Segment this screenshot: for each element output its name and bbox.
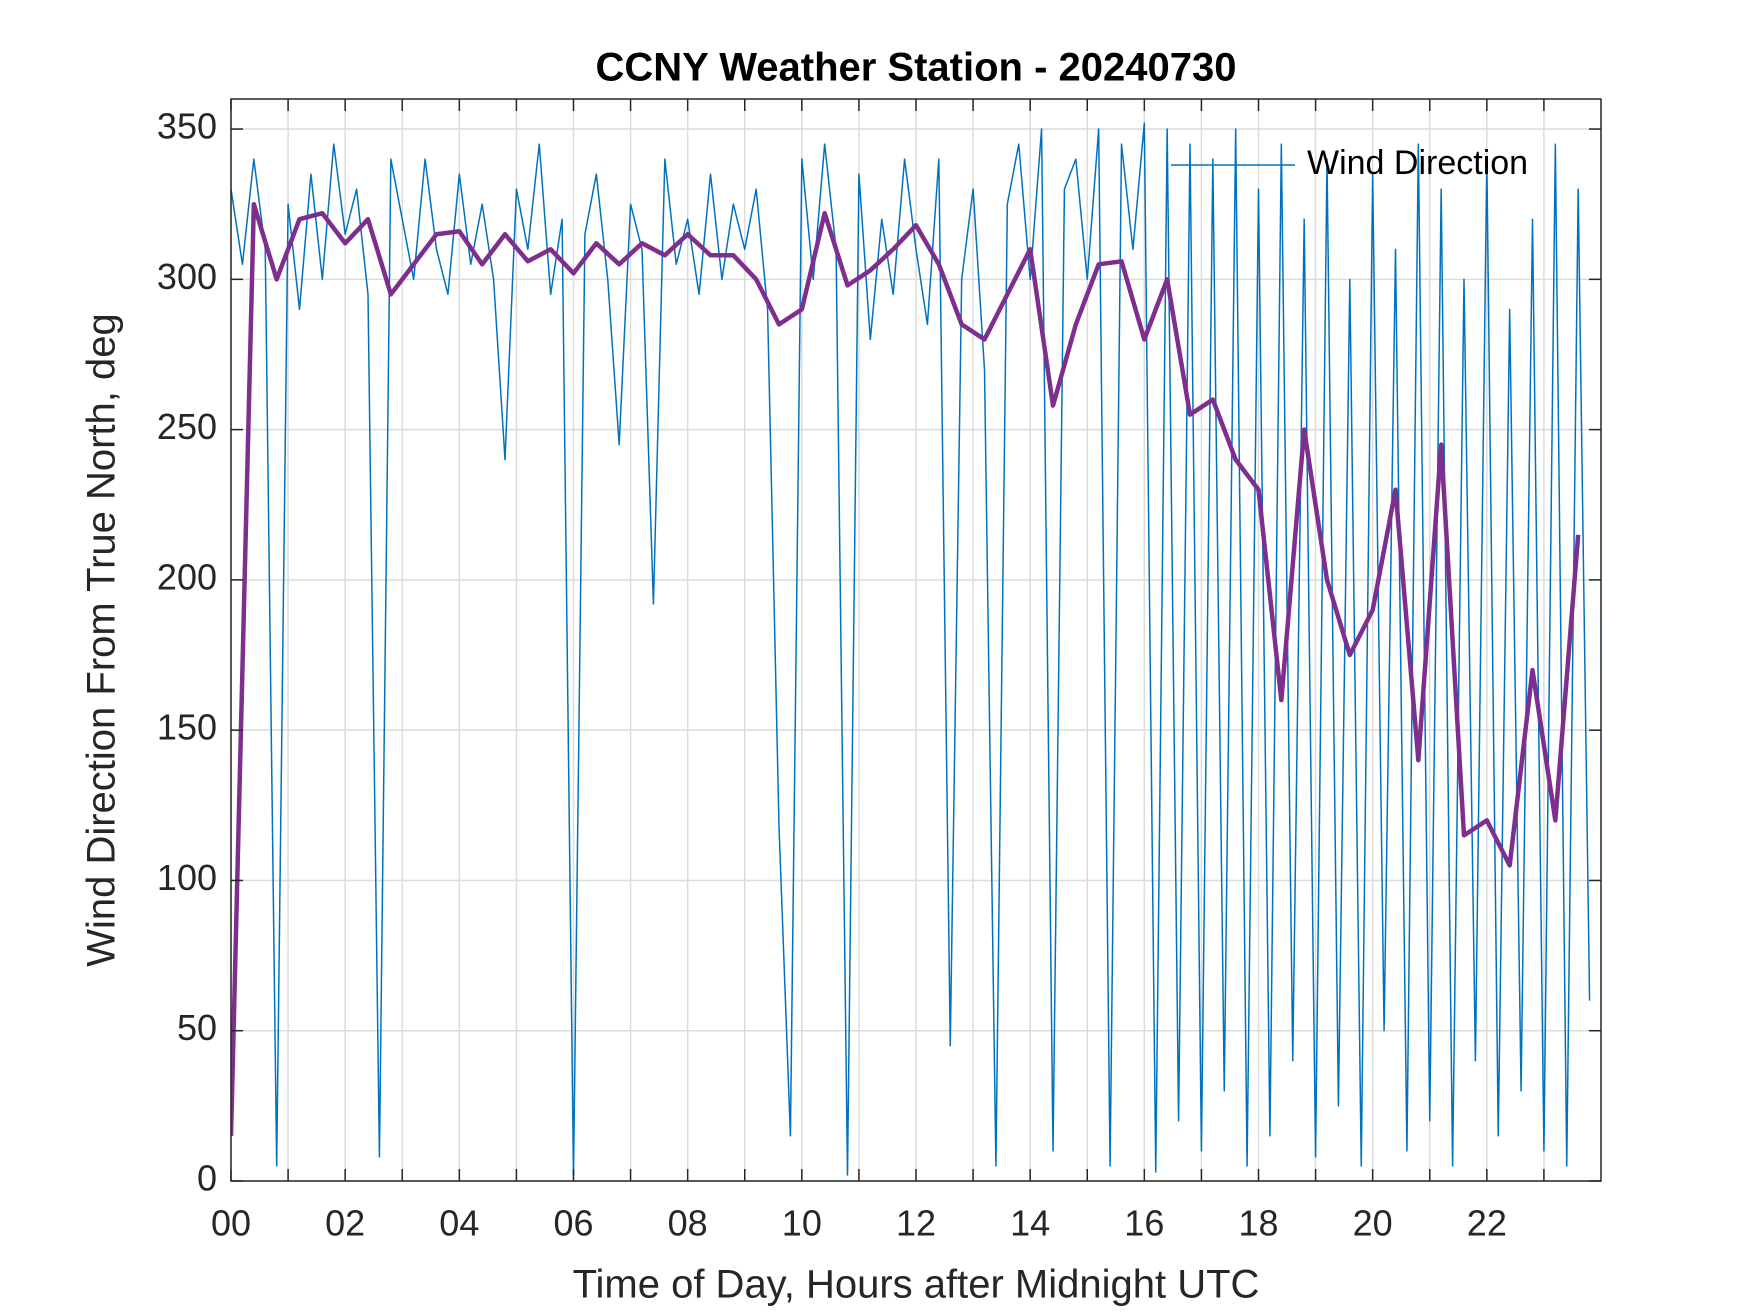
x-tick-label: 00 bbox=[211, 1203, 251, 1244]
x-tick-label: 14 bbox=[1010, 1203, 1050, 1244]
x-tick-label: 16 bbox=[1124, 1203, 1164, 1244]
legend-label: Wind Direction bbox=[1307, 144, 1528, 182]
data-line bbox=[231, 122, 1591, 1176]
y-tick-label: 50 bbox=[177, 1007, 217, 1048]
data-line bbox=[231, 201, 1581, 1136]
y-tick-label: 300 bbox=[157, 256, 217, 297]
plot-area bbox=[231, 122, 1591, 1176]
y-tick-label: 250 bbox=[157, 406, 217, 447]
x-tick-label: 04 bbox=[439, 1203, 479, 1244]
y-tick-label: 0 bbox=[197, 1158, 217, 1199]
x-axis-label: Time of Day, Hours after Midnight UTC bbox=[573, 1263, 1260, 1307]
y-tick-label: 150 bbox=[157, 707, 217, 748]
x-tick-label: 08 bbox=[668, 1203, 708, 1244]
y-tick-label: 200 bbox=[157, 556, 217, 597]
x-tick-label: 10 bbox=[782, 1203, 822, 1244]
x-tick-label: 06 bbox=[553, 1203, 593, 1244]
chart-title: CCNY Weather Station - 20240730 bbox=[596, 46, 1237, 90]
x-tick-label: 18 bbox=[1238, 1203, 1278, 1244]
x-tick-label: 22 bbox=[1467, 1203, 1507, 1244]
y-axis-label: Wind Direction From True North, deg bbox=[80, 313, 124, 967]
x-tick-label: 20 bbox=[1353, 1203, 1393, 1244]
y-tick-label: 350 bbox=[157, 106, 217, 147]
x-tick-label: 02 bbox=[325, 1203, 365, 1244]
x-tick-label: 12 bbox=[896, 1203, 936, 1244]
y-tick-label: 100 bbox=[157, 857, 217, 898]
